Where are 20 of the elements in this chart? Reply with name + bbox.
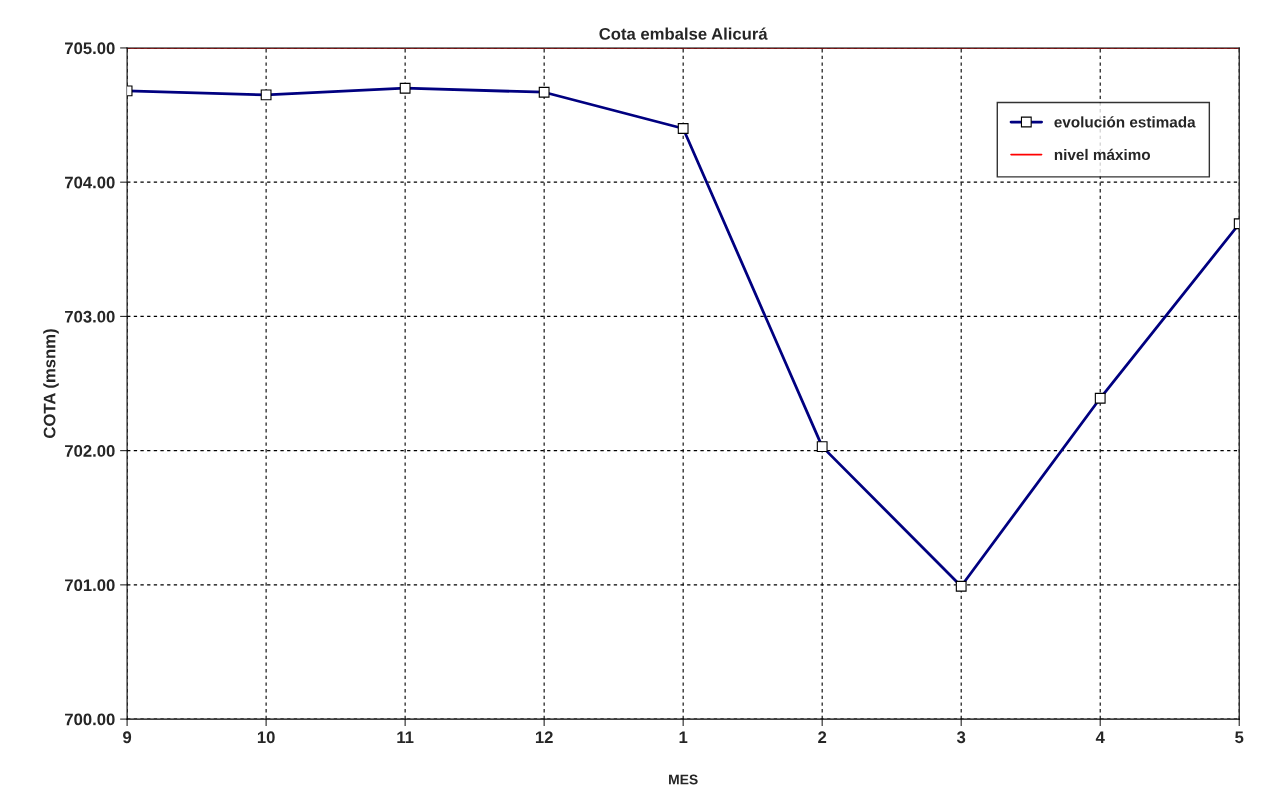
x-tick-label: 11: [397, 731, 414, 743]
x-tick-label: 2: [818, 731, 827, 743]
x-tick-label: 1: [679, 731, 688, 743]
x-tick-label: 4: [1095, 731, 1105, 743]
x-axis-title: MES: [669, 774, 698, 785]
y-tick-label: 704.00: [65, 176, 115, 189]
x-tick-label: 10: [257, 731, 275, 744]
chart-title: Cota embalse Alicurá: [599, 27, 768, 40]
y-tick-label: 702.00: [65, 445, 115, 457]
legend-label: evolución estimada: [1054, 116, 1196, 128]
x-tick-label: 9: [123, 731, 132, 744]
y-tick-label: 700.00: [65, 713, 115, 726]
x-tick-label: 5: [1235, 731, 1244, 744]
y-tick-label: 705.00: [65, 42, 115, 55]
y-tick-label: 701.00: [65, 579, 115, 592]
x-tick-label: 3: [956, 731, 966, 744]
x-tick-label: 12: [535, 731, 553, 743]
legend-label: nivel máximo: [1054, 148, 1151, 161]
y-tick-label: 703.00: [65, 310, 115, 323]
y-axis-title: COTA (msnm): [43, 329, 59, 438]
